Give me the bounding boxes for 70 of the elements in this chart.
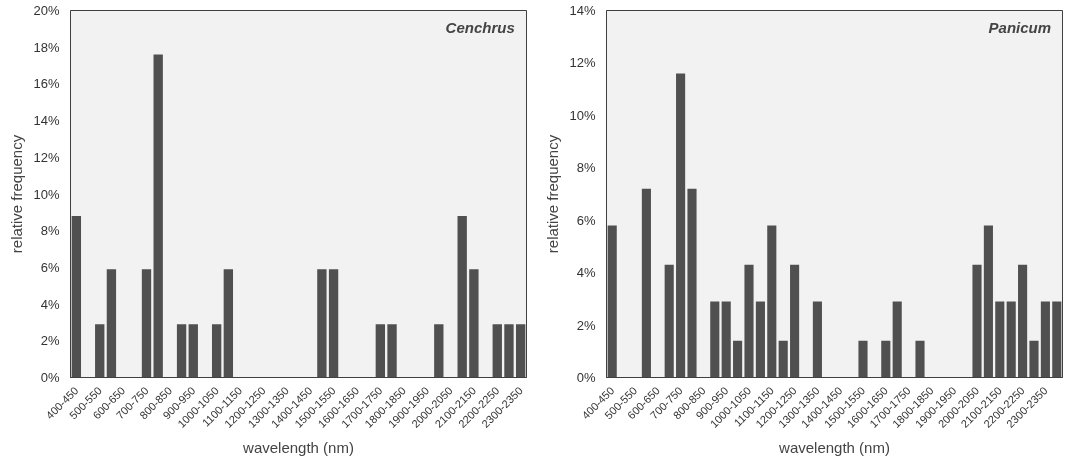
y-tick-label: 16% — [33, 76, 60, 92]
bar — [434, 324, 444, 378]
bar — [892, 301, 902, 378]
bar — [1018, 264, 1028, 378]
bar — [1052, 301, 1062, 378]
bar — [1006, 301, 1016, 378]
bar — [744, 264, 754, 378]
bar — [153, 54, 163, 378]
bar — [983, 225, 993, 378]
y-tick-label: 8% — [576, 160, 596, 176]
annotation: Cenchrus — [445, 18, 515, 36]
bar — [515, 324, 526, 378]
bar — [106, 269, 117, 378]
annotation: Panicum — [988, 18, 1052, 36]
x-axis-title: wavelength (nm) — [242, 439, 354, 457]
bar — [317, 269, 327, 378]
bar — [995, 301, 1005, 378]
bar — [733, 340, 743, 378]
y-tick-label: 2% — [576, 317, 596, 333]
y-tick-label: 18% — [33, 39, 60, 55]
bar — [457, 216, 467, 378]
bar — [790, 264, 800, 378]
bar — [641, 188, 651, 378]
bar — [375, 324, 386, 378]
y-tick-label: 0% — [40, 370, 60, 385]
bar — [755, 301, 765, 378]
bar — [387, 324, 397, 378]
y-tick-label: 12% — [33, 149, 60, 165]
y-tick-label: 4% — [40, 296, 60, 312]
y-tick-label: 14% — [33, 113, 60, 129]
bar — [95, 324, 105, 378]
y-tick-label: 6% — [40, 259, 60, 275]
y-tick-label: 2% — [40, 333, 60, 349]
bar — [607, 225, 617, 378]
bar — [469, 269, 479, 378]
y-tick-label: 12% — [569, 55, 596, 71]
bar — [915, 340, 925, 378]
bar — [1040, 301, 1050, 378]
bar — [767, 225, 777, 378]
bar — [1029, 340, 1039, 378]
bar — [141, 269, 152, 378]
y-tick-label: 14% — [569, 3, 596, 18]
bar — [710, 301, 720, 378]
y-tick-label: 20% — [33, 3, 60, 18]
y-axis-title: relative frequency — [544, 134, 562, 254]
bar — [492, 324, 502, 378]
y-tick-label: 10% — [569, 107, 596, 123]
bar — [223, 269, 234, 378]
bar — [676, 73, 686, 378]
bar — [972, 264, 982, 378]
bar — [211, 324, 222, 378]
bar — [812, 301, 822, 378]
y-tick-label: 8% — [40, 223, 60, 239]
bar — [188, 324, 198, 378]
bar — [687, 188, 697, 378]
bar — [881, 340, 891, 378]
y-tick-label: 4% — [576, 265, 596, 281]
bar — [328, 269, 339, 378]
y-tick-label: 0% — [576, 370, 596, 385]
bar — [778, 340, 788, 378]
y-tick-label: 6% — [576, 212, 596, 228]
x-axis-title: wavelength (nm) — [778, 439, 890, 457]
bar — [176, 324, 187, 378]
bar — [664, 264, 674, 378]
bar — [721, 301, 731, 378]
bar — [504, 324, 514, 378]
bar — [858, 340, 868, 378]
bar — [71, 216, 82, 378]
y-tick-label: 10% — [33, 186, 60, 202]
y-axis-title: relative frequency — [8, 134, 26, 254]
